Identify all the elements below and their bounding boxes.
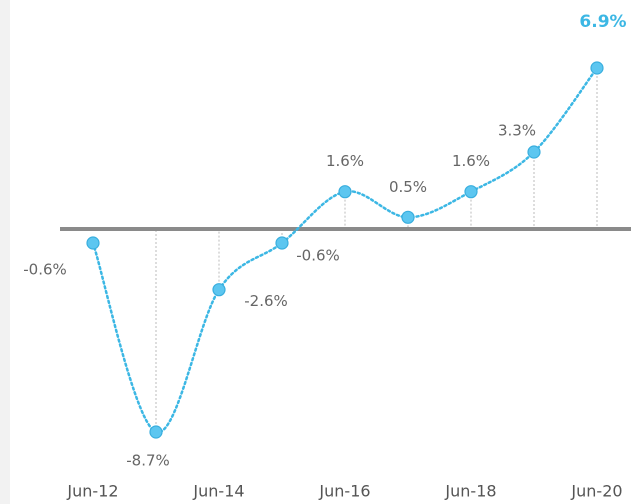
point <box>275 236 289 250</box>
data-label: -2.6% <box>244 292 288 310</box>
data-label: 3.3% <box>498 122 536 140</box>
data-label: 1.6% <box>326 152 364 170</box>
x-tick-label: Jun-14 <box>192 482 244 501</box>
data-label: -0.6% <box>23 261 67 279</box>
x-tick-label: Jun-16 <box>318 482 370 501</box>
x-tick-label: Jun-20 <box>570 482 622 501</box>
point <box>212 283 226 297</box>
data-label: 6.9% <box>579 12 626 32</box>
point <box>464 185 478 199</box>
data-label: 0.5% <box>389 178 427 196</box>
data-label: 1.6% <box>452 152 490 170</box>
point <box>401 210 415 224</box>
point <box>86 236 100 250</box>
data-label: -0.6% <box>296 247 340 265</box>
side-strip <box>0 0 10 504</box>
x-tick-label: Jun-18 <box>444 482 496 501</box>
data-label: -8.7% <box>126 452 170 470</box>
point <box>527 145 541 159</box>
point <box>149 425 163 439</box>
point <box>590 61 604 75</box>
x-tick-label: Jun-12 <box>66 482 118 501</box>
point <box>338 185 352 199</box>
